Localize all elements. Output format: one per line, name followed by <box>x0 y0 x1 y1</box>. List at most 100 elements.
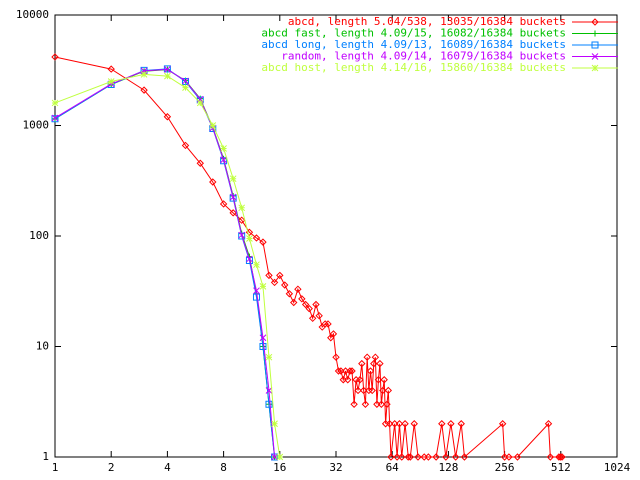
data-point <box>332 353 340 361</box>
data-point <box>354 386 362 395</box>
data-point <box>220 157 228 165</box>
data-point <box>140 71 148 78</box>
data-point <box>380 376 388 384</box>
data-point <box>265 271 273 280</box>
data-point <box>377 400 386 408</box>
data-point <box>404 453 412 461</box>
data-point <box>164 66 171 73</box>
data-point <box>220 145 227 152</box>
data-point <box>238 232 246 240</box>
data-point <box>315 311 323 320</box>
data-point <box>505 453 513 461</box>
x-tick-label: 64 <box>386 461 400 474</box>
data-point <box>451 453 460 461</box>
data-point <box>238 231 246 239</box>
data-point <box>271 420 278 428</box>
data-point <box>334 367 343 375</box>
data-point <box>356 376 364 384</box>
legend-marker <box>591 64 599 72</box>
x-tick-label: 256 <box>495 461 515 474</box>
data-point <box>447 420 455 428</box>
data-point <box>229 193 237 201</box>
data-point <box>350 400 358 408</box>
y-tick-label: 1 <box>42 450 49 463</box>
data-point <box>398 453 406 461</box>
data-point <box>346 367 354 375</box>
data-point <box>457 420 465 428</box>
series-line <box>54 73 281 458</box>
data-point <box>51 99 59 107</box>
data-point <box>246 235 253 242</box>
x-tick-label: 1024 <box>604 461 631 474</box>
data-point <box>406 453 414 461</box>
data-point <box>387 453 395 461</box>
data-point <box>432 453 440 461</box>
data-point <box>252 234 261 242</box>
legend-label: abcd fast, length 4.09/15, 16082/16384 b… <box>261 27 566 40</box>
data-point <box>219 200 228 208</box>
legend-label: abcd, length 5.04/538, 13035/16384 bucke… <box>288 15 566 28</box>
data-point <box>301 300 310 309</box>
data-point <box>237 216 246 224</box>
data-point <box>321 320 329 328</box>
data-point <box>359 386 368 395</box>
data-point <box>253 261 260 269</box>
data-point <box>383 400 391 408</box>
data-point <box>182 84 189 92</box>
data-point <box>276 271 284 280</box>
data-point <box>390 420 399 428</box>
data-point <box>290 298 298 307</box>
data-point <box>298 295 306 303</box>
data-point <box>259 238 267 246</box>
data-point <box>312 300 320 309</box>
data-point <box>252 293 260 301</box>
data-point <box>544 420 553 428</box>
data-point <box>305 304 313 313</box>
data-point <box>229 175 237 183</box>
series-line <box>54 56 563 459</box>
data-point <box>209 122 217 129</box>
data-point <box>196 159 204 167</box>
x-tick-label: 128 <box>438 461 458 474</box>
data-point <box>164 72 171 80</box>
data-point <box>259 334 267 342</box>
data-point <box>442 453 450 461</box>
data-point <box>220 156 227 164</box>
x-tick-label: 1 <box>52 461 59 474</box>
data-point <box>229 194 237 202</box>
data-point <box>424 453 433 461</box>
data-point <box>308 314 317 322</box>
data-point <box>107 78 115 85</box>
data-point <box>460 453 469 461</box>
y-tick-label: 1000 <box>23 119 50 132</box>
data-point <box>414 453 422 461</box>
legend-marker <box>591 41 599 49</box>
data-point <box>374 376 383 384</box>
data-point <box>401 420 409 428</box>
data-point <box>294 285 302 293</box>
y-tick-label: 10 <box>36 340 49 353</box>
data-point <box>384 386 393 395</box>
data-point <box>281 281 289 289</box>
data-point <box>276 453 284 461</box>
data-point <box>265 387 273 394</box>
data-point <box>371 353 380 361</box>
data-point <box>259 283 267 290</box>
data-point <box>385 420 394 428</box>
x-tick-label: 16 <box>273 461 286 474</box>
legend-marker <box>591 53 599 60</box>
data-point <box>555 453 563 461</box>
data-point <box>163 113 172 121</box>
legend-marker <box>591 18 599 26</box>
data-point <box>370 359 378 368</box>
data-point <box>344 376 352 384</box>
data-point <box>253 287 260 295</box>
data-point <box>395 420 404 428</box>
y-tick-label: 100 <box>29 229 49 242</box>
data-point <box>140 86 148 94</box>
x-tick-label: 512 <box>551 461 571 474</box>
data-point <box>196 96 204 104</box>
data-point <box>368 386 376 395</box>
data-point <box>51 114 59 122</box>
